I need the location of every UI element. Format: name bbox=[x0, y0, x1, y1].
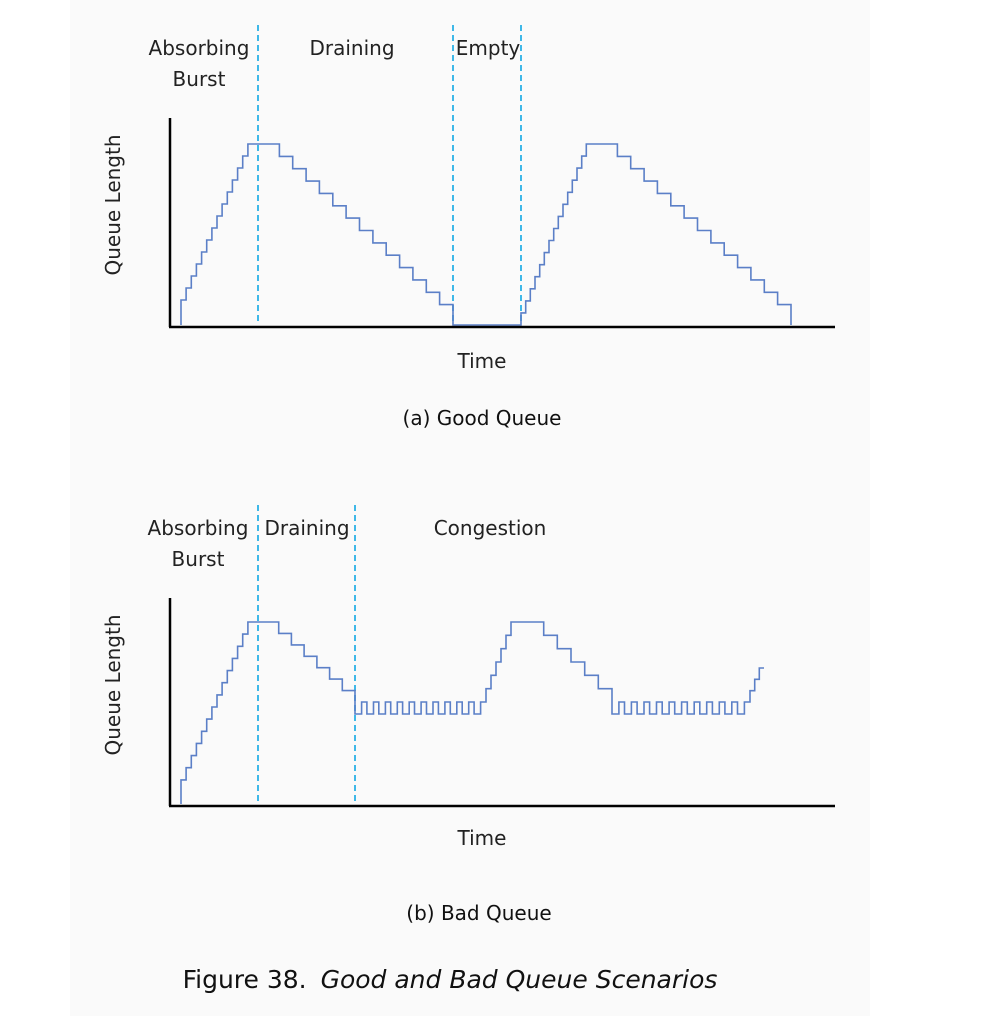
queue-length-series bbox=[180, 143, 792, 326]
phase-label-congestion: Congestion bbox=[434, 516, 547, 540]
phase-label-absorbing: Absorbing bbox=[148, 516, 249, 540]
x-axis-label: Time bbox=[457, 349, 507, 373]
phase-label-draining: Draining bbox=[309, 36, 394, 60]
figure-background bbox=[70, 0, 870, 1016]
phase-label-burst: Burst bbox=[172, 547, 225, 571]
y-axis-label: Queue Length bbox=[101, 134, 125, 275]
panel-good-queue: Absorbing Burst Draining Empty Queue Len… bbox=[101, 25, 835, 430]
x-axis-label: Time bbox=[457, 826, 507, 850]
panel-caption: (b) Bad Queue bbox=[406, 901, 551, 925]
y-axis-label: Queue Length bbox=[101, 614, 125, 755]
figure-number: Figure 38. bbox=[183, 965, 307, 994]
panel-bad-queue: Absorbing Burst Draining Congestion Queu… bbox=[101, 505, 835, 925]
phase-label-burst: Burst bbox=[173, 67, 226, 91]
phase-label-empty: Empty bbox=[456, 36, 521, 60]
figure-title: Figure 38. Good and Bad Queue Scenarios bbox=[183, 965, 718, 994]
queue-length-series bbox=[180, 621, 764, 804]
phase-label-absorbing: Absorbing bbox=[149, 36, 250, 60]
panel-caption: (a) Good Queue bbox=[403, 406, 562, 430]
phase-label-draining: Draining bbox=[264, 516, 349, 540]
figure-title-text: Good and Bad Queue Scenarios bbox=[321, 965, 718, 994]
